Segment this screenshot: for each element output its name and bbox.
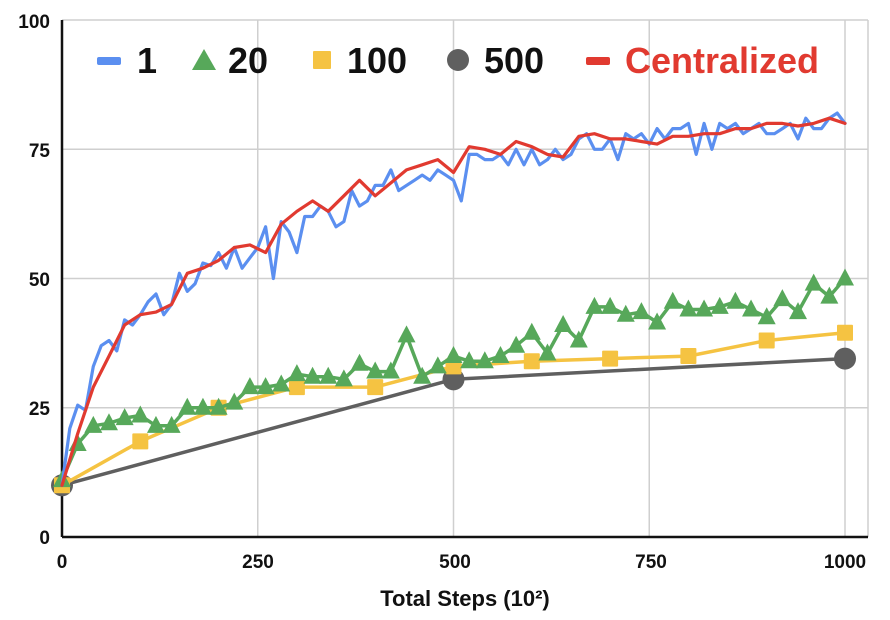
data-point-20 (193, 397, 212, 415)
data-point-20 (272, 374, 291, 392)
data-point-20 (178, 397, 197, 415)
x-tick-labels: 0 250 500 750 1000 (57, 552, 866, 573)
x-tick-label: 750 (635, 552, 667, 573)
legend-label-20: 20 (228, 40, 268, 81)
data-point-20 (663, 291, 682, 309)
data-point-20 (507, 335, 526, 353)
data-point-100 (523, 353, 540, 370)
data-point-20 (522, 322, 541, 340)
data-point-20 (585, 296, 604, 314)
data-point-20 (334, 369, 353, 387)
x-axis-title: Total Steps (10²) (380, 586, 550, 611)
x-tick-label: 250 (242, 552, 274, 573)
data-point-20 (569, 330, 588, 348)
data-point-20 (789, 302, 808, 320)
data-point-100 (602, 350, 619, 367)
data-point-20 (350, 353, 369, 371)
data-point-100 (288, 379, 305, 396)
data-point-20 (757, 307, 776, 325)
legend-label-1: 1 (137, 40, 157, 81)
data-point-20 (601, 296, 620, 314)
data-point-20 (648, 312, 667, 330)
data-point-20 (820, 286, 839, 304)
legend-swatch-1 (97, 57, 121, 65)
x-tick-label: 0 (57, 552, 68, 573)
data-point-20 (240, 377, 259, 395)
series-line-centralized (60, 116, 847, 487)
data-point-20 (146, 415, 165, 433)
data-point-20 (710, 296, 729, 314)
legend-label-100: 100 (347, 40, 407, 81)
x-tick-label: 500 (439, 552, 471, 573)
data-point-20 (632, 302, 651, 320)
y-tick-label: 0 (39, 528, 50, 549)
data-point-20 (397, 325, 416, 343)
data-point-20 (225, 392, 244, 410)
data-point-20 (460, 351, 479, 369)
data-point-20 (679, 299, 698, 317)
data-point-20 (444, 346, 463, 364)
legend-swatch-500 (447, 49, 469, 71)
data-point-20 (319, 366, 338, 384)
data-point-20 (773, 289, 792, 307)
data-point-20 (538, 343, 557, 361)
data-point-20 (475, 351, 494, 369)
data-point-20 (303, 366, 322, 384)
legend-swatch-20 (192, 49, 216, 70)
data-point-20 (84, 415, 103, 433)
data-point-20 (381, 361, 400, 379)
data-point-20 (726, 291, 745, 309)
data-point-20 (554, 315, 573, 333)
legend-swatch-centralized (586, 57, 610, 65)
data-point-20 (742, 299, 761, 317)
x-tick-label: 1000 (824, 552, 866, 573)
data-point-20 (287, 364, 306, 382)
y-tick-label: 50 (29, 270, 50, 291)
data-point-20 (115, 408, 134, 426)
axes (60, 20, 868, 539)
series-centralized (60, 116, 847, 487)
y-tick-labels: 0 25 50 75 100 (18, 12, 50, 549)
data-point-20 (616, 304, 635, 322)
legend: 1 20 100 500 Centralized (97, 40, 819, 81)
data-point-100 (680, 348, 697, 365)
data-point-20 (428, 356, 447, 374)
data-point-20 (366, 361, 385, 379)
legend-label-500: 500 (484, 40, 544, 81)
y-tick-label: 100 (18, 12, 50, 33)
data-point-20 (162, 415, 181, 433)
data-point-500 (834, 347, 856, 370)
data-point-100 (367, 379, 384, 396)
series-1 (60, 111, 847, 487)
data-point-20 (695, 299, 714, 317)
legend-swatch-100 (313, 51, 331, 69)
legend-label-centralized: Centralized (625, 40, 819, 81)
data-point-100 (132, 433, 149, 450)
series-line-1 (60, 111, 847, 487)
data-point-20 (491, 346, 510, 364)
data-point-20 (99, 413, 118, 431)
data-point-20 (256, 377, 275, 395)
data-point-20 (836, 268, 854, 286)
data-point-20 (413, 366, 432, 384)
data-point-20 (209, 397, 228, 415)
series-layer (51, 111, 856, 497)
data-point-100 (758, 332, 775, 349)
y-tick-label: 75 (29, 141, 51, 162)
data-point-20 (804, 273, 823, 291)
y-tick-label: 25 (29, 399, 51, 420)
data-point-100 (837, 324, 853, 341)
data-point-20 (131, 405, 150, 423)
